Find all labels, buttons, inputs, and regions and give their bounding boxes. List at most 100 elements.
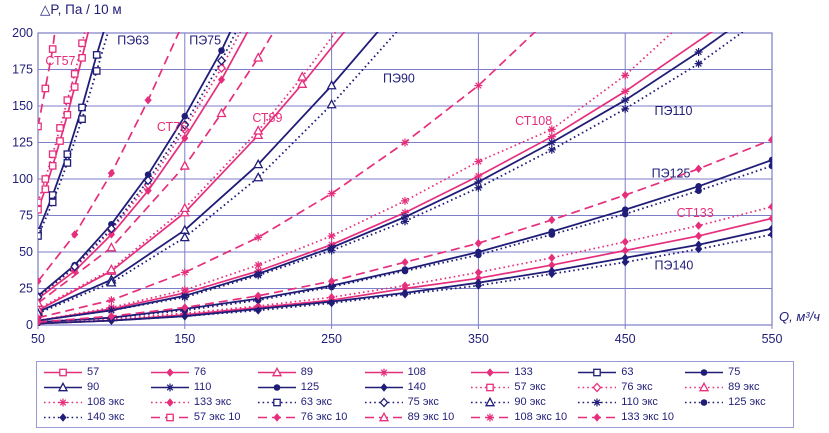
marker-asterisk-icon (254, 271, 263, 280)
marker-circle-filled-icon (768, 156, 772, 164)
marker-asterisk-icon (621, 71, 630, 80)
legend-line-sample (257, 383, 296, 391)
legend-line-sample (578, 398, 617, 406)
series-110 экс (38, 22, 755, 325)
legend-item-75 экс: 75 экс (364, 395, 471, 410)
marker-triangle-open-icon (297, 71, 308, 81)
marker-square-open-icon (78, 53, 86, 62)
marker-diamond-filled-icon (217, 75, 226, 84)
marker-square-open-icon (48, 198, 57, 207)
series-line (38, 32, 275, 304)
marker-square-open-icon (92, 67, 101, 75)
legend-item-76 экс: 76 экс (577, 380, 684, 395)
marker-diamond-open-icon (240, 22, 247, 30)
y-axis-title: △P, Па / 10 м (40, 2, 122, 17)
marker-asterisk-icon (547, 132, 556, 141)
legend-line-sample (685, 381, 724, 391)
marker-diamond-filled-icon (695, 240, 703, 249)
marker-asterisk-icon (621, 104, 630, 113)
y-tick-label: 175 (12, 63, 33, 77)
y-tick-label: 200 (12, 26, 33, 40)
marker-diamond-filled-icon (486, 367, 495, 377)
marker-diamond-filled-icon (144, 95, 152, 105)
legend-line-sample (44, 368, 82, 376)
marker-asterisk-icon (538, 22, 546, 30)
curve-label-ПЭ90: ПЭ90 (383, 72, 415, 86)
marker-diamond-filled-icon (181, 303, 189, 312)
marker-diamond-filled-icon (695, 231, 703, 241)
marker-diamond-filled-icon (621, 253, 629, 263)
marker-diamond-filled-icon (59, 412, 67, 422)
curve-label-ПЭ110: ПЭ110 (655, 104, 693, 118)
legend-line-sample (685, 368, 724, 376)
y-tick-label: 50 (19, 245, 33, 259)
plot-border (37, 32, 773, 326)
marker-diamond-filled-icon (328, 293, 336, 302)
marker-diamond-filled-icon (401, 281, 409, 290)
legend-label: 125 экс (728, 396, 766, 408)
series-90 экс (38, 32, 398, 318)
marker-diamond-open-icon (180, 120, 190, 130)
marker-square-open-icon (52, 23, 58, 29)
series-108 (38, 32, 713, 325)
x-tick-label: 550 (762, 332, 783, 346)
marker-triangle-open-icon (106, 277, 117, 287)
marker-asterisk-icon (59, 398, 67, 406)
legend-line-sample (257, 398, 296, 406)
legend-label: 140 экс (87, 411, 125, 423)
marker-square-open-icon (63, 110, 72, 119)
marker-square-open-icon (56, 124, 64, 132)
marker-asterisk-icon (401, 217, 409, 226)
legend-label: 76 экс (621, 381, 653, 393)
marker-diamond-filled-icon (379, 382, 388, 392)
marker-asterisk-icon (401, 138, 409, 147)
legend-line-sample (44, 398, 82, 406)
legend-line-sample (257, 412, 296, 422)
x-tick-label: 350 (468, 332, 489, 346)
marker-triangle-open-icon (297, 78, 308, 88)
series-line (38, 32, 86, 203)
marker-square-open-icon (486, 383, 495, 391)
marker-square-open-icon (83, 23, 89, 29)
curve-label-ПЭ125: ПЭ125 (652, 167, 691, 181)
marker-triangle-open-icon (271, 366, 282, 376)
curve-label-СТ76: СТ76 (157, 120, 187, 134)
marker-diamond-filled-icon (178, 22, 185, 30)
marker-circle-filled-icon (695, 187, 702, 194)
series-133 экс (38, 202, 772, 326)
legend-item-125 экс: 125 экс (684, 395, 791, 410)
series-63 экс (38, 32, 110, 240)
marker-square-open-icon (48, 191, 57, 199)
marker-diamond-filled-icon (474, 281, 482, 290)
legend-item-90 экс: 90 экс (470, 395, 577, 410)
marker-diamond-filled-icon (548, 215, 556, 225)
marker-asterisk-icon (180, 293, 189, 302)
marker-diamond-filled-icon (548, 260, 556, 270)
legend-label: 140 (407, 381, 426, 393)
marker-square-open-icon (38, 232, 42, 240)
x-axis-title: Q, м³/ч (779, 309, 820, 324)
series-90 (38, 32, 379, 316)
legend-line-sample (578, 412, 617, 422)
marker-diamond-filled-icon (621, 190, 629, 200)
marker-diamond-open-icon (592, 382, 602, 392)
legend-item-133 экс: 133 экс (150, 395, 257, 410)
marker-diamond-filled-icon (768, 202, 772, 211)
series-89 (38, 32, 346, 315)
marker-diamond-filled-icon (328, 277, 336, 286)
x-tick-label: 250 (321, 332, 342, 346)
marker-square-open-icon (41, 175, 50, 183)
marker-circle-filled-icon (218, 47, 225, 54)
marker-diamond-open-icon (379, 397, 389, 407)
curve-label-СТ108: СТ108 (515, 114, 552, 128)
marker-asterisk-icon (747, 22, 755, 30)
legend-item-76: 76 (150, 365, 257, 380)
pressure-vs-flow-chart: 50 150 250 350 450 550 0 25 50 75 100 125 150 175 200 △… (12, 2, 820, 346)
x-tick-label: 150 (174, 332, 195, 346)
marker-asterisk-icon (180, 285, 189, 294)
marker-asterisk-icon (547, 145, 556, 154)
legend-label: 133 экс (193, 396, 232, 408)
marker-triangle-open-icon (336, 22, 344, 29)
marker-asterisk-icon (401, 208, 409, 217)
marker-diamond-filled-icon (107, 316, 115, 325)
